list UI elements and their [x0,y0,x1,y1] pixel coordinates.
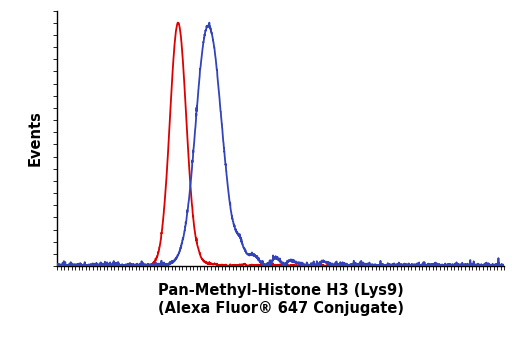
X-axis label: Pan-Methyl-Histone H3 (Lys9)
(Alexa Fluor® 647 Conjugate): Pan-Methyl-Histone H3 (Lys9) (Alexa Fluo… [158,283,404,316]
Y-axis label: Events: Events [28,110,43,166]
